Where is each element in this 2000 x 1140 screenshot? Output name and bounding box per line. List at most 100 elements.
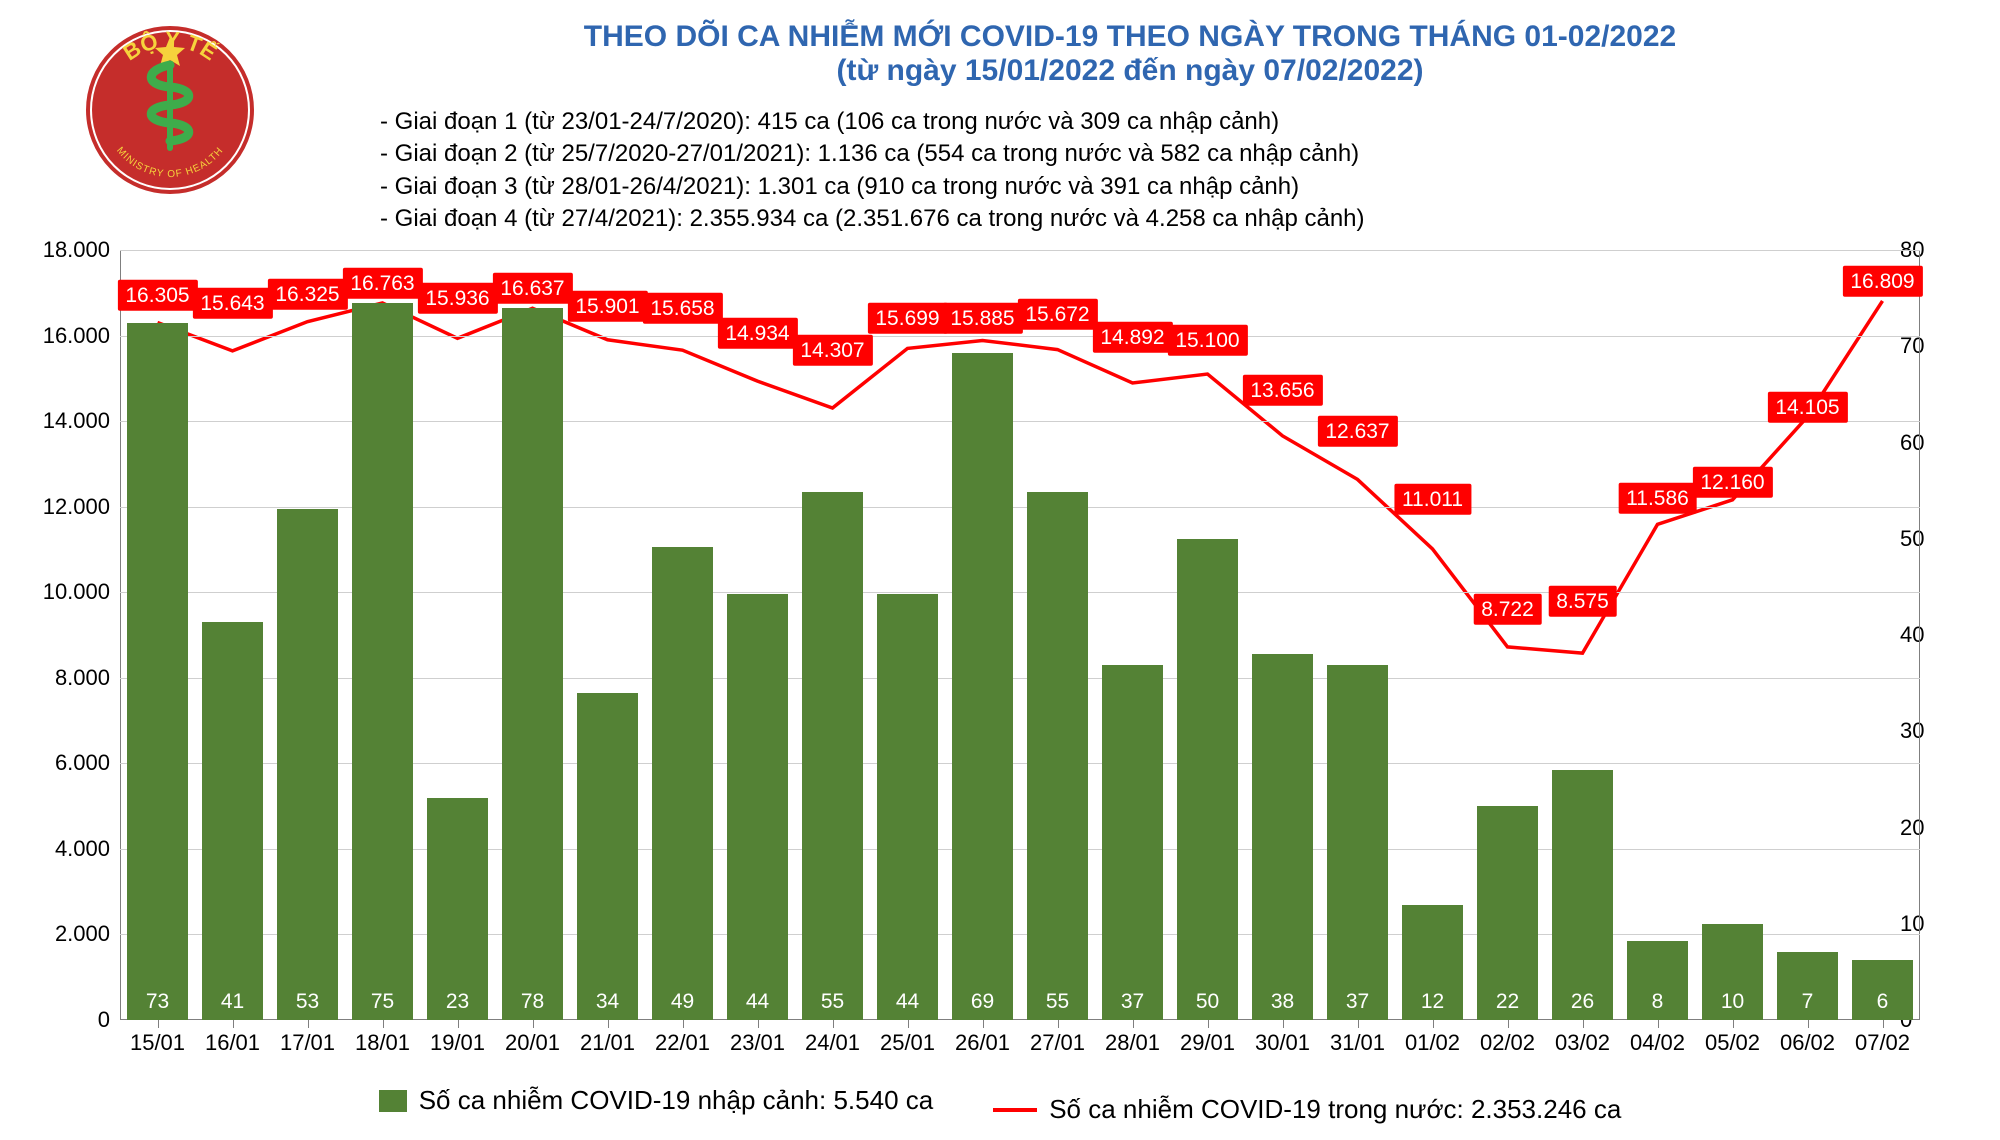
x-tick-label: 30/01 <box>1255 1020 1310 1056</box>
legend-label-bar: Số ca nhiễm COVID-19 nhập cảnh: 5.540 ca <box>419 1085 934 1116</box>
bar-value-label: 6 <box>1852 990 1914 1014</box>
y-tick-right: 0 <box>1900 1007 1990 1033</box>
bar-value-label: 55 <box>802 990 864 1014</box>
bar-value-label: 44 <box>877 990 939 1014</box>
y-tick-left: 14.000 <box>20 408 110 434</box>
bar: 44 <box>877 594 939 1020</box>
summary-note-line: - Giai đoạn 2 (từ 25/7/2020-27/01/2021):… <box>380 138 1365 170</box>
y-tick-right: 50 <box>1900 526 1990 552</box>
y-tick-right: 40 <box>1900 622 1990 648</box>
line-value-label: 12.160 <box>1692 467 1772 498</box>
bar-value-label: 78 <box>502 990 564 1014</box>
y-tick-right: 20 <box>1900 815 1990 841</box>
line-value-label: 13.656 <box>1242 375 1322 406</box>
chart-legend: Số ca nhiễm COVID-19 nhập cảnh: 5.540 ca… <box>0 1085 2000 1125</box>
line-value-label: 8.575 <box>1548 586 1617 617</box>
y-tick-right: 10 <box>1900 911 1990 937</box>
line-value-label: 15.885 <box>942 303 1022 334</box>
bar: 12 <box>1402 905 1464 1021</box>
line-value-label: 15.699 <box>867 303 947 334</box>
x-tick-label: 29/01 <box>1180 1020 1235 1056</box>
y-tick-left: 16.000 <box>20 323 110 349</box>
line-value-label: 15.100 <box>1167 325 1247 356</box>
line-value-label: 11.011 <box>1394 484 1471 515</box>
bar-value-label: 7 <box>1777 990 1839 1014</box>
x-tick-label: 31/01 <box>1330 1020 1385 1056</box>
bar: 6 <box>1852 960 1914 1020</box>
summary-notes: - Giai đoạn 1 (từ 23/01-24/7/2020): 415 … <box>380 106 1365 236</box>
bar-value-label: 8 <box>1627 990 1689 1014</box>
x-tick-label: 20/01 <box>505 1020 560 1056</box>
bar-value-label: 44 <box>727 990 789 1014</box>
x-tick-label: 06/02 <box>1780 1020 1835 1056</box>
y-axis-line-left <box>120 250 121 1020</box>
y-tick-right: 70 <box>1900 333 1990 359</box>
x-tick-label: 02/02 <box>1480 1020 1535 1056</box>
chart-root: BỘ Y TẾMINISTRY OF HEALTH THEO DÕI CA NH… <box>0 0 2000 1140</box>
line-value-label: 16.809 <box>1842 266 1922 297</box>
bar: 37 <box>1327 665 1389 1020</box>
line-value-label: 11.586 <box>1618 483 1697 514</box>
bar-value-label: 69 <box>952 990 1014 1014</box>
chart-title: THEO DÕI CA NHIỄM MỚI COVID-19 THEO NGÀY… <box>320 20 1940 88</box>
bar-value-label: 53 <box>277 990 339 1014</box>
gridline <box>120 250 1920 251</box>
x-tick-label: 03/02 <box>1555 1020 1610 1056</box>
bar: 78 <box>502 308 564 1020</box>
bar-value-label: 73 <box>127 990 189 1014</box>
y-tick-left: 4.000 <box>20 836 110 862</box>
legend-label-line: Số ca nhiễm COVID-19 trong nước: 2.353.2… <box>1049 1094 1621 1125</box>
bar: 7 <box>1777 952 1839 1020</box>
bar: 34 <box>577 693 639 1020</box>
bar: 23 <box>427 798 489 1020</box>
bar: 53 <box>277 509 339 1020</box>
bar-value-label: 10 <box>1702 990 1764 1014</box>
y-axis-left-labels: 02.0004.0006.0008.00010.00012.00014.0001… <box>20 250 110 1020</box>
chart-title-line2: (từ ngày 15/01/2022 đến ngày 07/02/2022) <box>320 54 1940 88</box>
bar-value-label: 41 <box>202 990 264 1014</box>
y-tick-right: 30 <box>1900 718 1990 744</box>
legend-swatch-line <box>993 1108 1037 1112</box>
bar-value-label: 49 <box>652 990 714 1014</box>
bar: 26 <box>1552 770 1614 1020</box>
bar: 37 <box>1102 665 1164 1020</box>
y-tick-left: 0 <box>20 1007 110 1033</box>
bar: 50 <box>1177 539 1239 1020</box>
bar-value-label: 34 <box>577 990 639 1014</box>
summary-note-line: - Giai đoạn 3 (từ 28/01-26/4/2021): 1.30… <box>380 171 1365 203</box>
x-tick-label: 01/02 <box>1405 1020 1460 1056</box>
bar: 22 <box>1477 806 1539 1020</box>
x-tick-label: 07/02 <box>1855 1020 1910 1056</box>
summary-note-line: - Giai đoạn 4 (từ 27/4/2021): 2.355.934 … <box>380 203 1365 235</box>
x-tick-label: 16/01 <box>205 1020 260 1056</box>
x-tick-label: 27/01 <box>1030 1020 1085 1056</box>
line-value-label: 14.892 <box>1092 322 1172 353</box>
chart-title-line1: THEO DÕI CA NHIỄM MỚI COVID-19 THEO NGÀY… <box>320 20 1940 54</box>
x-tick-label: 18/01 <box>355 1020 410 1056</box>
x-tick-label: 22/01 <box>655 1020 710 1056</box>
x-tick-label: 15/01 <box>130 1020 185 1056</box>
legend-swatch-bar <box>379 1090 407 1112</box>
bar: 44 <box>727 594 789 1020</box>
bar-value-label: 75 <box>352 990 414 1014</box>
y-tick-left: 8.000 <box>20 665 110 691</box>
bar-value-label: 22 <box>1477 990 1539 1014</box>
bar: 55 <box>802 492 864 1020</box>
bar: 69 <box>952 353 1014 1020</box>
line-value-label: 16.763 <box>342 268 422 299</box>
bar: 8 <box>1627 941 1689 1020</box>
line-value-label: 14.105 <box>1767 391 1847 422</box>
x-tick-label: 21/01 <box>580 1020 635 1056</box>
line-value-label: 12.637 <box>1317 416 1397 447</box>
bar: 55 <box>1027 492 1089 1020</box>
y-tick-left: 12.000 <box>20 494 110 520</box>
bar-value-label: 55 <box>1027 990 1089 1014</box>
x-tick-label: 19/01 <box>430 1020 485 1056</box>
bar: 75 <box>352 303 414 1020</box>
line-value-label: 16.305 <box>117 279 197 310</box>
bar-value-label: 37 <box>1102 990 1164 1014</box>
bar-value-label: 23 <box>427 990 489 1014</box>
bar-value-label: 12 <box>1402 990 1464 1014</box>
bar: 49 <box>652 547 714 1020</box>
y-tick-left: 10.000 <box>20 579 110 605</box>
